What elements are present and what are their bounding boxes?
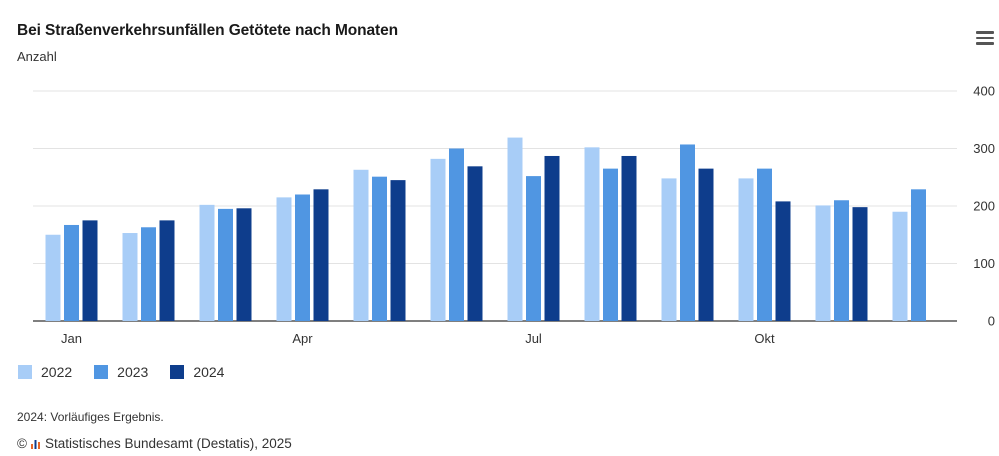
legend-swatch <box>94 365 109 379</box>
bar-2022-Apr[interactable] <box>276 197 292 321</box>
y-axis-ticks: 0 100 200 300 400 <box>973 84 995 329</box>
x-tick-label: Apr <box>292 331 313 346</box>
bar-2022-Jul[interactable] <box>507 137 523 321</box>
bar-2024-Apr[interactable] <box>313 189 329 321</box>
legend-label: 2024 <box>193 364 225 380</box>
grid-lines <box>33 90 957 322</box>
x-tick-label: Jan <box>61 331 82 346</box>
bar-2022-Jun[interactable] <box>430 158 446 321</box>
bar-2023-Jun[interactable] <box>449 148 464 322</box>
legend-item-2022[interactable]: 2022 <box>18 364 72 380</box>
copyright-symbol: © <box>17 436 27 451</box>
x-axis-ticks: Jan Apr Jul Okt <box>61 331 775 346</box>
bar-2024-Sep[interactable] <box>698 168 714 321</box>
source-text: Statistisches Bundesamt (Destatis), 2025 <box>44 436 292 451</box>
y-tick-label: 400 <box>973 84 995 99</box>
bar-2024-Jun[interactable] <box>467 166 483 321</box>
legend-label: 2023 <box>117 364 149 380</box>
bar-2024-Okt[interactable] <box>775 201 791 321</box>
bar-2024-Nov[interactable] <box>852 207 868 321</box>
destatis-logo-icon <box>30 439 40 449</box>
bar-2024-Mär[interactable] <box>236 208 252 321</box>
x-tick-label: Okt <box>754 331 775 346</box>
bar-2023-Mai[interactable] <box>372 176 387 321</box>
bar-2023-Apr[interactable] <box>295 194 310 322</box>
y-tick-label: 300 <box>973 141 995 156</box>
bar-2024-Mai[interactable] <box>390 180 406 321</box>
bar-2024-Jan[interactable] <box>82 220 98 321</box>
bar-2024-Aug[interactable] <box>621 155 637 321</box>
bar-2022-Sep[interactable] <box>661 178 677 321</box>
legend-swatch <box>170 365 185 379</box>
bars <box>45 137 926 322</box>
bar-2022-Nov[interactable] <box>815 205 831 321</box>
bar-2023-Jan[interactable] <box>64 224 79 321</box>
legend-swatch <box>18 365 32 379</box>
legend: 2022 2023 2024 <box>18 364 224 380</box>
bar-2024-Feb[interactable] <box>159 220 175 321</box>
legend-label: 2022 <box>41 364 73 380</box>
bar-2022-Okt[interactable] <box>738 178 754 321</box>
bar-2023-Okt[interactable] <box>757 168 772 321</box>
y-tick-label: 100 <box>973 256 995 271</box>
hamburger-menu-icon[interactable] <box>976 31 994 45</box>
chart-subtitle: Anzahl <box>17 49 57 64</box>
bar-2023-Feb[interactable] <box>141 227 156 321</box>
bar-2022-Feb[interactable] <box>122 233 138 321</box>
legend-item-2024[interactable]: 2024 <box>170 364 224 380</box>
bar-2022-Mai[interactable] <box>353 169 369 321</box>
x-tick-label: Jul <box>525 331 542 346</box>
bar-2023-Dez[interactable] <box>911 189 926 321</box>
bar-2023-Aug[interactable] <box>603 168 618 321</box>
bar-2024-Jul[interactable] <box>544 155 560 321</box>
bar-2023-Sep[interactable] <box>680 144 695 321</box>
bar-2022-Mär[interactable] <box>199 204 215 321</box>
bar-2022-Dez[interactable] <box>892 211 908 321</box>
source-credit: © Statistisches Bundesamt (Destatis), 20… <box>17 436 292 451</box>
bar-2023-Nov[interactable] <box>834 200 849 321</box>
bar-2023-Mär[interactable] <box>218 208 233 321</box>
legend-item-2023[interactable]: 2023 <box>94 364 148 380</box>
footnote: 2024: Vorläufiges Ergebnis. <box>17 410 164 424</box>
y-tick-label: 200 <box>973 199 995 214</box>
bar-chart: 0 100 200 300 400 Jan Apr Jul Okt <box>33 84 995 346</box>
bar-2022-Aug[interactable] <box>584 147 600 321</box>
y-tick-label: 0 <box>988 314 995 329</box>
bar-2022-Jan[interactable] <box>45 234 61 321</box>
chart-title: Bei Straßenverkehrsunfällen Getötete nac… <box>17 22 398 39</box>
bar-2023-Jul[interactable] <box>526 176 541 321</box>
